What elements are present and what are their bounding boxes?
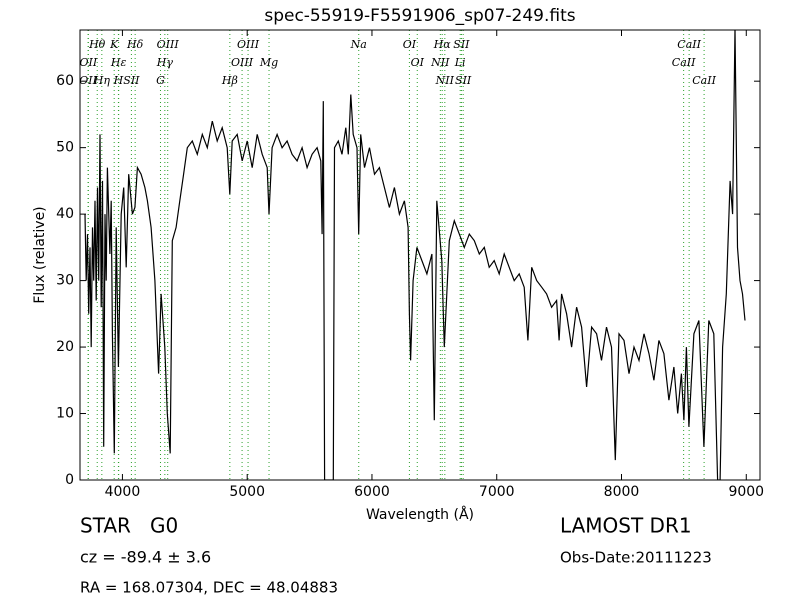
x-tick-label: 9000 <box>728 484 764 500</box>
spectral-line-label: OIII <box>237 38 260 51</box>
plot-frame <box>79 29 761 481</box>
y-tick-label: 30 <box>56 273 74 289</box>
x-axis-label: Wavelength (Å) <box>366 506 474 523</box>
y-tick-label: 0 <box>65 472 74 488</box>
x-tick-label: 7000 <box>479 484 515 500</box>
spectral-line-label: SII <box>123 74 140 87</box>
spectral-line-label: OI <box>411 56 425 69</box>
spectral-line-label: SII <box>455 74 472 87</box>
spectral-line-label: Mg <box>259 56 278 69</box>
spectral-line-label: NII <box>435 74 455 87</box>
spectral-line-label: OII <box>79 74 97 87</box>
x-tick-label: 4000 <box>105 484 141 500</box>
spectral-line-label: K <box>109 38 119 51</box>
y-tick-label: 60 <box>56 73 74 89</box>
y-tick-label: 40 <box>56 206 74 222</box>
spectral-line-label: CaII <box>672 56 696 69</box>
spectral-line-label: CaII <box>677 38 701 51</box>
spectral-line-label: Hα <box>433 38 452 51</box>
spectral-line-label: G <box>156 74 165 87</box>
y-tick-label: 10 <box>56 406 74 422</box>
spectral-line-label: CaII <box>692 74 716 87</box>
spectral-line-label: Hβ <box>221 74 238 87</box>
x-tick-label: 8000 <box>604 484 640 500</box>
y-tick-label: 20 <box>56 339 74 355</box>
chart-title: spec-55919-F5591906_sp07-249.fits <box>264 6 575 26</box>
spectral-line-label: Hθ <box>88 38 106 51</box>
survey: LAMOST DR1 <box>560 514 692 538</box>
obs-date: Obs-Date:20111223 <box>560 549 712 567</box>
x-tick-label: 5000 <box>229 484 265 500</box>
spectral-line-label: OIII <box>157 38 180 51</box>
spectral-line-label: OIII <box>231 56 254 69</box>
spectral-line-label: NII <box>430 56 450 69</box>
spectral-line-label: OI <box>403 38 417 51</box>
spectral-line-label: SII <box>453 38 470 51</box>
spectral-line-label: Na <box>350 38 367 51</box>
spectral-line-label: H <box>113 74 124 87</box>
y-tick-label: 50 <box>56 140 74 156</box>
redshift: cz = -89.4 ± 3.6 <box>80 548 211 567</box>
spectral-line-label: Li <box>454 56 466 69</box>
spectral-line-label: Hη <box>93 74 111 87</box>
coordinates: RA = 168.07304, DEC = 48.04883 <box>80 579 338 597</box>
x-tick-label: 6000 <box>354 484 390 500</box>
spectral-line-label: Hγ <box>156 56 174 69</box>
spectral-line-label: Hδ <box>126 38 144 51</box>
object-class: STAR G0 <box>80 514 178 538</box>
y-axis-label: Flux (relative) <box>32 206 48 303</box>
spectral-line-label: OII <box>80 56 98 69</box>
spectrum <box>84 30 746 480</box>
